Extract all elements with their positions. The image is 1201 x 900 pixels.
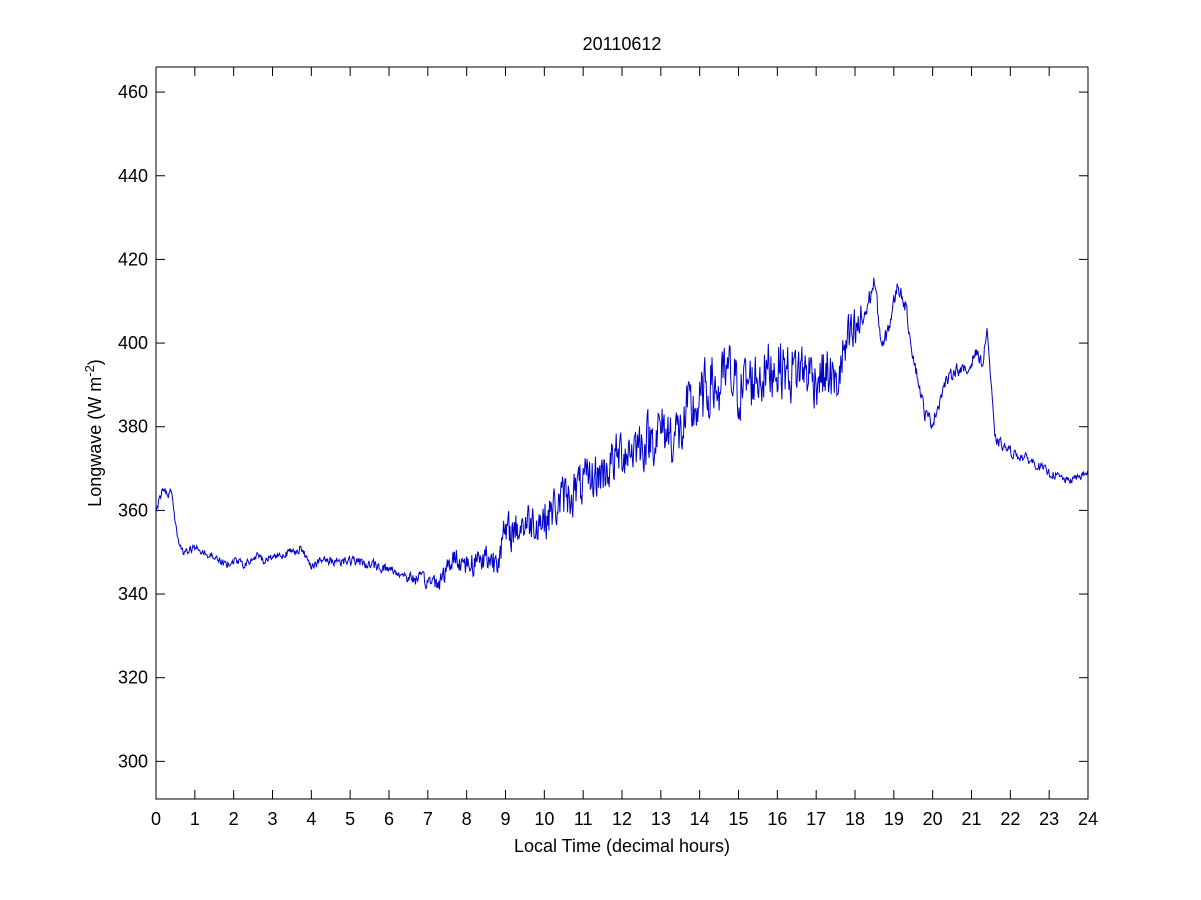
x-tick-label: 17 [806,809,826,829]
x-tick-label: 23 [1039,809,1059,829]
x-tick-label: 11 [574,809,593,829]
axis-tick-labels: 0 1 2 3 4 5 6 7 8 9 10 11 12 13 14 15 16 17 18 19 20 21 22 23 24… [118,82,1098,829]
x-tick-label: 10 [534,809,554,829]
x-tick-label: 2 [229,809,239,829]
x-tick-label: 0 [151,809,161,829]
y-tick-label: 440 [118,166,148,186]
x-tick-label: 14 [690,809,710,829]
y-tick-label: 420 [118,249,148,269]
y-tick-label: 340 [118,584,148,604]
x-tick-label: 4 [306,809,316,829]
y-tick-label: 460 [118,82,148,102]
y-tick-label: 400 [118,333,148,353]
y-tick-label: 300 [118,751,148,771]
x-tick-label: 6 [384,809,394,829]
x-tick-label: 7 [423,809,433,829]
y-axis-title-main: Longwave (W m [85,377,105,507]
x-tick-label: 16 [767,809,787,829]
y-tick-label: 320 [118,668,148,688]
x-axis-title: Local Time (decimal hours) [514,836,730,856]
x-tick-label: 3 [267,809,277,829]
x-tick-label: 12 [612,809,632,829]
series-line-longwave [155,277,1089,590]
y-axis-title-superscript: -2 [82,365,97,377]
y-tick-label: 380 [118,417,148,437]
x-tick-label: 8 [462,809,472,829]
x-tick-label: 9 [500,809,510,829]
x-tick-label: 1 [190,809,200,829]
axis-ticks [155,67,1089,799]
x-tick-label: 18 [845,809,865,829]
x-tick-label: 13 [651,809,671,829]
x-tick-label: 21 [961,809,981,829]
y-axis-title: Longwave (W m-2) [82,359,105,507]
y-axis-title-close: ) [85,359,105,365]
x-tick-label: 19 [884,809,904,829]
x-tick-label: 24 [1078,809,1098,829]
x-tick-label: 5 [345,809,355,829]
y-tick-label: 360 [118,500,148,520]
x-tick-label: 20 [923,809,943,829]
x-tick-label: 22 [1000,809,1020,829]
chart-title: 20110612 [583,34,662,54]
plot-area [155,66,1089,800]
x-tick-label: 15 [728,809,748,829]
